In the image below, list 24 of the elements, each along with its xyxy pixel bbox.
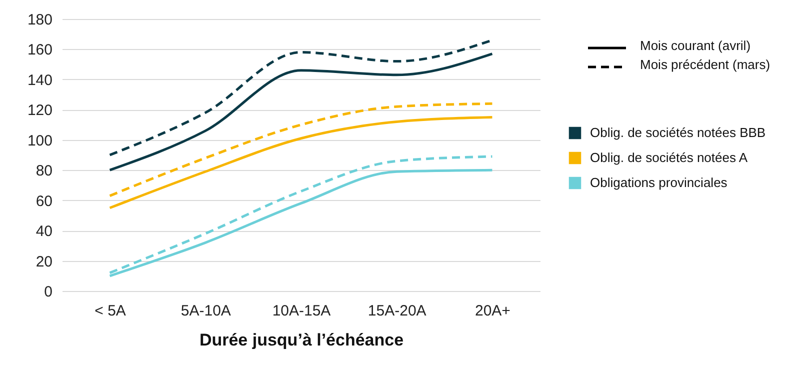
x-tick-label: 10A-15A: [272, 302, 331, 320]
y-tick-label: 80: [36, 162, 52, 180]
text: Mois précédent (mars): [640, 57, 770, 72]
x-tick-label: 15A-20A: [368, 302, 426, 320]
x-tick-label: 5A-10A: [180, 302, 231, 320]
legend-label: Oblig. de sociétés notées BBB: [590, 125, 766, 140]
y-tick-label: 160: [27, 42, 52, 59]
x-tick-label: 20A+: [474, 302, 511, 320]
y-tick-label: 120: [27, 102, 52, 120]
line-series: [108, 102, 494, 198]
x-axis-title: Durée jusqu’à l’échéance: [199, 330, 404, 350]
line-series: [108, 52, 494, 172]
x-tick-label: < 5A: [94, 302, 126, 320]
line-series: [108, 116, 494, 210]
y-tick-label: 140: [27, 72, 52, 89]
y-tick-label: 60: [36, 192, 52, 210]
y-tick-label: 40: [36, 223, 52, 240]
text: Mois courant (avril): [640, 38, 751, 53]
y-tick-label: 100: [27, 132, 52, 150]
legend-label: Obligations provinciales: [590, 175, 728, 190]
y-tick-label: 180: [27, 12, 52, 28]
y-tick-label: 0: [44, 284, 52, 300]
y-tick-label: 20: [36, 253, 52, 270]
legend-label: Oblig. de sociétés notées A: [590, 150, 748, 165]
